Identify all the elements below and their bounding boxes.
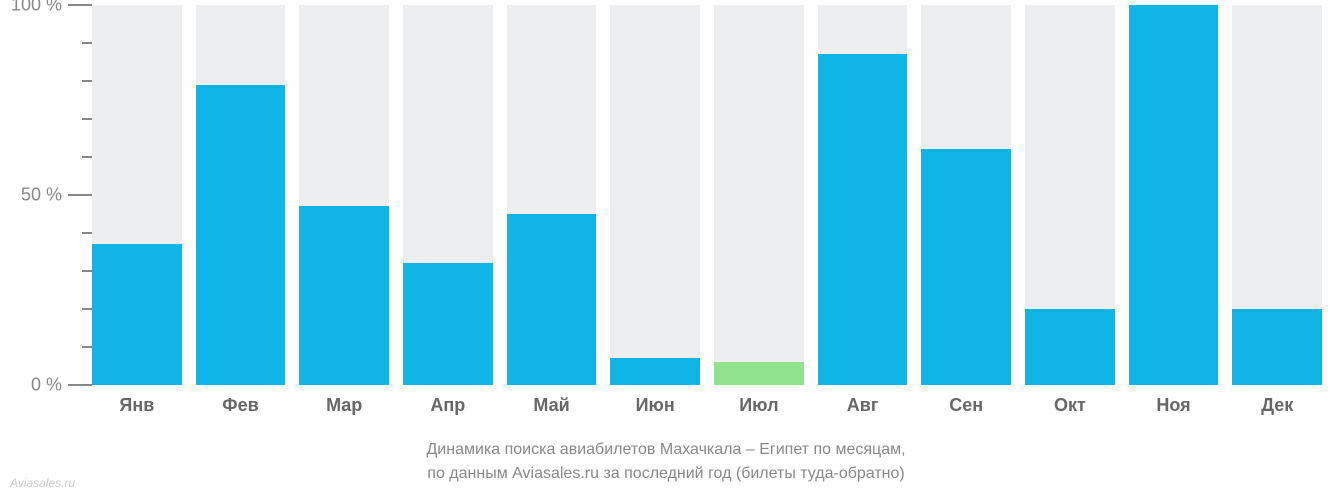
bar-background [610, 5, 700, 385]
x-axis-label: Окт [1025, 395, 1115, 425]
bar-fill [507, 214, 597, 385]
bar-slot [610, 5, 700, 385]
y-tick-minor [82, 270, 92, 272]
x-axis-label: Янв [92, 395, 182, 425]
bar-background [714, 5, 804, 385]
bar-fill [403, 263, 493, 385]
x-axis-label: Май [507, 395, 597, 425]
x-axis-label: Июл [714, 395, 804, 425]
bar-fill [299, 206, 389, 385]
bar-background [403, 5, 493, 385]
y-tick-minor [82, 118, 92, 120]
bar-slot [196, 5, 286, 385]
y-tick-major [68, 4, 92, 6]
bar-background [1129, 5, 1219, 385]
caption-line-2: по данным Aviasales.ru за последний год … [0, 462, 1332, 486]
bar-chart: 0 %50 %100 % ЯнвФевМарАпрМайИюнИюлАвгСен… [0, 0, 1332, 502]
bar-slot [92, 5, 182, 385]
bar-slot [921, 5, 1011, 385]
bar-slot [1025, 5, 1115, 385]
y-axis-label: 0 % [31, 375, 62, 396]
bar-fill [196, 85, 286, 385]
bar-background [507, 5, 597, 385]
bar-fill [1025, 309, 1115, 385]
y-axis-label: 50 % [21, 185, 62, 206]
x-axis-labels: Янв Фев Мар Апр Май Июн Июл Авг Сен Окт Ноя Дек [92, 395, 1322, 425]
plot-area [92, 5, 1322, 385]
bar-background [299, 5, 389, 385]
x-axis-label: Апр [403, 395, 493, 425]
bar-slot [403, 5, 493, 385]
bar-fill [92, 244, 182, 385]
bar-fill [610, 358, 700, 385]
bar-background [92, 5, 182, 385]
bar-slot [507, 5, 597, 385]
x-axis-label: Мар [299, 395, 389, 425]
x-axis-label: Дек [1232, 395, 1322, 425]
x-axis-label: Авг [818, 395, 908, 425]
bar-slot [1129, 5, 1219, 385]
bar-background [196, 5, 286, 385]
x-axis-label: Сен [921, 395, 1011, 425]
bar-fill [1129, 5, 1219, 385]
y-tick-minor [82, 232, 92, 234]
bar-fill [1232, 309, 1322, 385]
x-axis-label: Фев [196, 395, 286, 425]
y-tick-major [68, 194, 92, 196]
y-tick-minor [82, 308, 92, 310]
y-tick-minor [82, 346, 92, 348]
y-axis: 0 %50 %100 % [0, 5, 92, 385]
y-tick-minor [82, 156, 92, 158]
caption-line-1: Динамика поиска авиабилетов Махачкала – … [0, 438, 1332, 462]
bar-slot [818, 5, 908, 385]
bar-fill [921, 149, 1011, 385]
watermark: Aviasales.ru [10, 476, 75, 490]
bar-slot [714, 5, 804, 385]
bar-background [818, 5, 908, 385]
y-tick-minor [82, 80, 92, 82]
y-axis-label: 100 % [11, 0, 62, 16]
bar-fill [818, 54, 908, 385]
bar-background [921, 5, 1011, 385]
x-axis-label: Ноя [1129, 395, 1219, 425]
chart-caption: Динамика поиска авиабилетов Махачкала – … [0, 438, 1332, 486]
y-tick-minor [82, 42, 92, 44]
bar-background [1025, 5, 1115, 385]
y-tick-major [68, 384, 92, 386]
x-axis-label: Июн [610, 395, 700, 425]
bar-fill [714, 362, 804, 385]
bar-background [1232, 5, 1322, 385]
bar-slot [1232, 5, 1322, 385]
bar-slot [299, 5, 389, 385]
